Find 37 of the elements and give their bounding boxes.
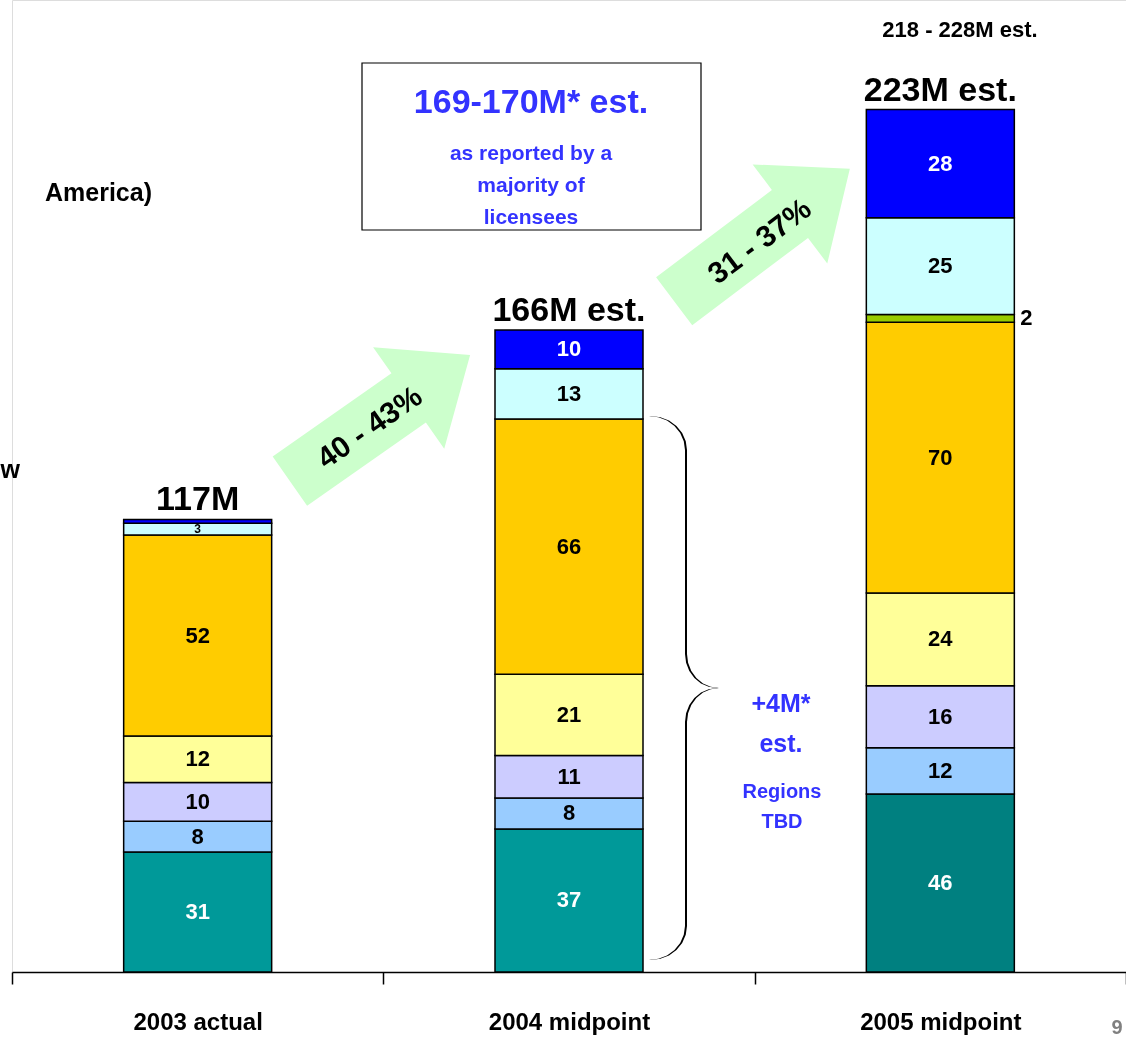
annotation: as reported by a majority of licensees — [449, 141, 613, 228]
data-label: 24 — [928, 626, 954, 652]
annotation: +4M* est. — [751, 689, 811, 757]
data-label: 70 — [928, 444, 953, 470]
total-label: 117M — [156, 479, 240, 518]
data-label: 66 — [556, 533, 582, 559]
annotation: 31 - 37% — [701, 191, 817, 291]
data-label: 8 — [191, 823, 204, 849]
total-label: 223M est. — [863, 69, 1017, 108]
x-tick-label: 2004 midpoint — [488, 1007, 651, 1035]
data-label: 13 — [556, 380, 582, 406]
data-label: 25 — [928, 253, 953, 279]
data-label: 12 — [185, 746, 210, 772]
data-label: 21 — [556, 701, 582, 727]
data-label: 16 — [928, 703, 953, 729]
data-label: 8 — [562, 800, 576, 826]
annotation: 40 - 43% — [310, 378, 428, 475]
text: 218 - 228M est. — [882, 17, 1038, 42]
annotation: 169-170M* est. — [413, 82, 649, 120]
data-label: 31 — [185, 899, 210, 925]
data-label: 3 — [194, 522, 202, 537]
data-label: 12 — [928, 757, 953, 783]
data-label: 10 — [556, 336, 582, 362]
annotation: Regions TBD — [742, 780, 822, 832]
data-label: 2 — [1020, 305, 1033, 331]
x-tick-label: 2005 midpoint — [860, 1007, 1022, 1035]
annotation: America) — [45, 178, 152, 206]
data-label: 52 — [185, 622, 210, 648]
total-label: 166M est. — [492, 289, 646, 328]
text: 9 — [1111, 1016, 1123, 1037]
annotation: w — [0, 455, 21, 483]
data-label: 10 — [185, 788, 210, 814]
data-label: 46 — [928, 870, 953, 896]
data-label: 37 — [556, 887, 582, 913]
data-label: 28 — [928, 150, 953, 176]
x-tick-label: 2003 actual — [133, 1007, 263, 1035]
data-label: 11 — [557, 763, 581, 789]
